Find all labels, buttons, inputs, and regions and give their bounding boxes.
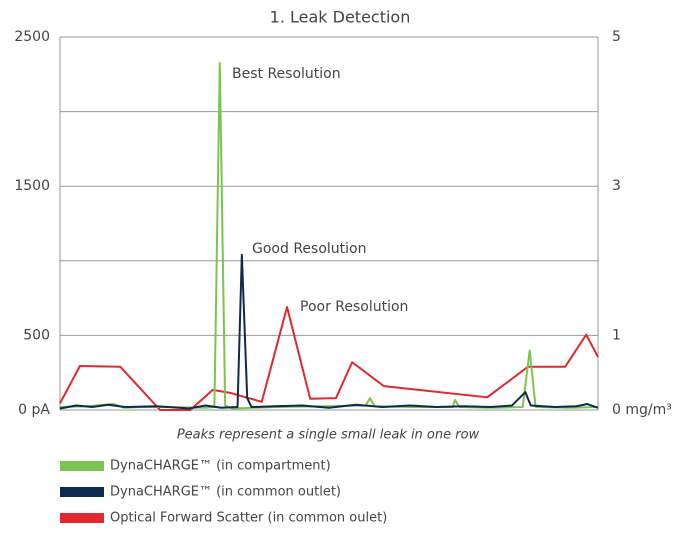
y-tick-label: 2500 — [14, 29, 50, 45]
y-tick-label: 0 pA — [18, 402, 50, 418]
legend-swatch — [60, 487, 104, 497]
y-tick-label: 1500 — [14, 178, 50, 194]
legend-label: DynaCHARGE™ (in compartment) — [110, 459, 331, 474]
y2-tick-label: 3 — [612, 178, 621, 194]
legend-label: DynaCHARGE™ (in common outlet) — [110, 485, 341, 500]
annotation: Best Resolution — [232, 66, 341, 82]
y2-tick-label: 5 — [612, 29, 621, 45]
y2-tick-label: 0 mg/m³ — [612, 402, 672, 418]
annotation: Good Resolution — [252, 241, 366, 257]
chart-title: 1. Leak Detection — [270, 8, 411, 27]
y-tick-label: 500 — [23, 327, 50, 343]
series-line — [59, 306, 599, 411]
y2-tick-label: 1 — [612, 327, 621, 343]
annotation: Poor Resolution — [300, 299, 408, 315]
series-line — [59, 253, 599, 410]
series-line — [59, 62, 599, 410]
caption: Peaks represent a single small leak in o… — [177, 428, 480, 443]
legend-swatch — [60, 461, 104, 471]
legend-label: Optical Forward Scatter (in common oulet… — [110, 511, 387, 526]
legend-swatch — [60, 513, 104, 523]
